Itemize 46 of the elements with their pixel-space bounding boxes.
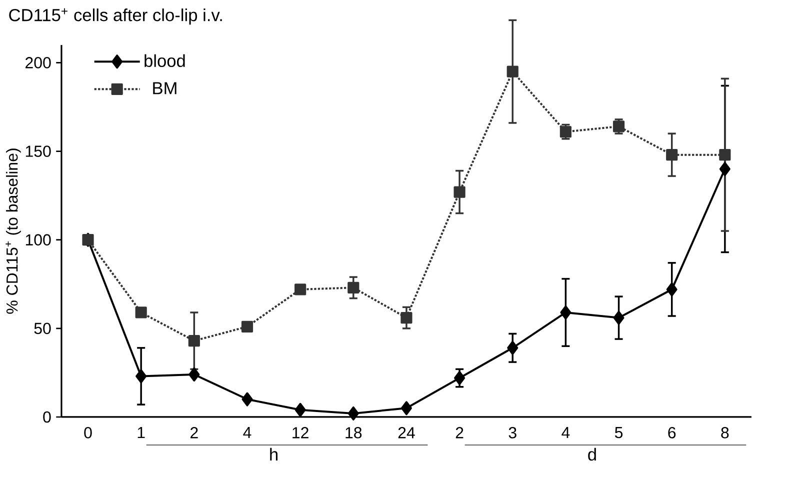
- point: [719, 162, 730, 176]
- chart-title: CD115$^{+}$ cells after clo-lip i.v.: [9, 8, 222, 25]
- x-tick-label: 2: [456, 427, 464, 438]
- point: [241, 320, 254, 332]
- point: [294, 402, 306, 417]
- point: [400, 312, 412, 324]
- point: [348, 406, 359, 420]
- x-tick-label: 12: [292, 427, 308, 438]
- x-tick-label: 0: [84, 427, 92, 438]
- legend-label: BM: [153, 82, 176, 94]
- x-tick-label: 8: [721, 427, 729, 438]
- point: [507, 340, 518, 355]
- point: [400, 401, 412, 416]
- text: h: [270, 448, 278, 460]
- x-tick-label: 3: [508, 427, 516, 438]
- x-tick-label: 18: [346, 427, 362, 438]
- x-tick-label: 4: [243, 427, 252, 438]
- point: [188, 367, 200, 382]
- text: d: [588, 448, 596, 461]
- x-tick-label: 1: [138, 427, 145, 438]
- point: [294, 284, 306, 296]
- y-tick-label: 200: [26, 57, 51, 68]
- x-tick-label: 5: [614, 427, 623, 438]
- x-tick-label: 6: [668, 427, 676, 438]
- y-tick-label: 0: [43, 411, 51, 423]
- y-axis-title: % CD115$^{+}$ (to baseline): [6, 148, 21, 314]
- y-tick-label: 100: [26, 234, 51, 246]
- point: [506, 66, 518, 78]
- point: [188, 335, 200, 347]
- point: [454, 186, 466, 198]
- point: [348, 282, 360, 294]
- point: [719, 149, 731, 161]
- point: [666, 149, 678, 161]
- point: [560, 305, 572, 320]
- x-tick-label: 2: [190, 427, 198, 438]
- point: [135, 306, 147, 318]
- x-tick-label: 4: [562, 427, 570, 438]
- point: [242, 392, 253, 406]
- y-tick-label: 150: [26, 146, 51, 157]
- point: [136, 369, 147, 384]
- y-tick-label: 50: [34, 322, 51, 334]
- point: [454, 371, 466, 386]
- legend-label: blood: [144, 54, 185, 68]
- x-tick-label: 24: [398, 427, 415, 438]
- point: [613, 310, 624, 325]
- point: [666, 282, 678, 296]
